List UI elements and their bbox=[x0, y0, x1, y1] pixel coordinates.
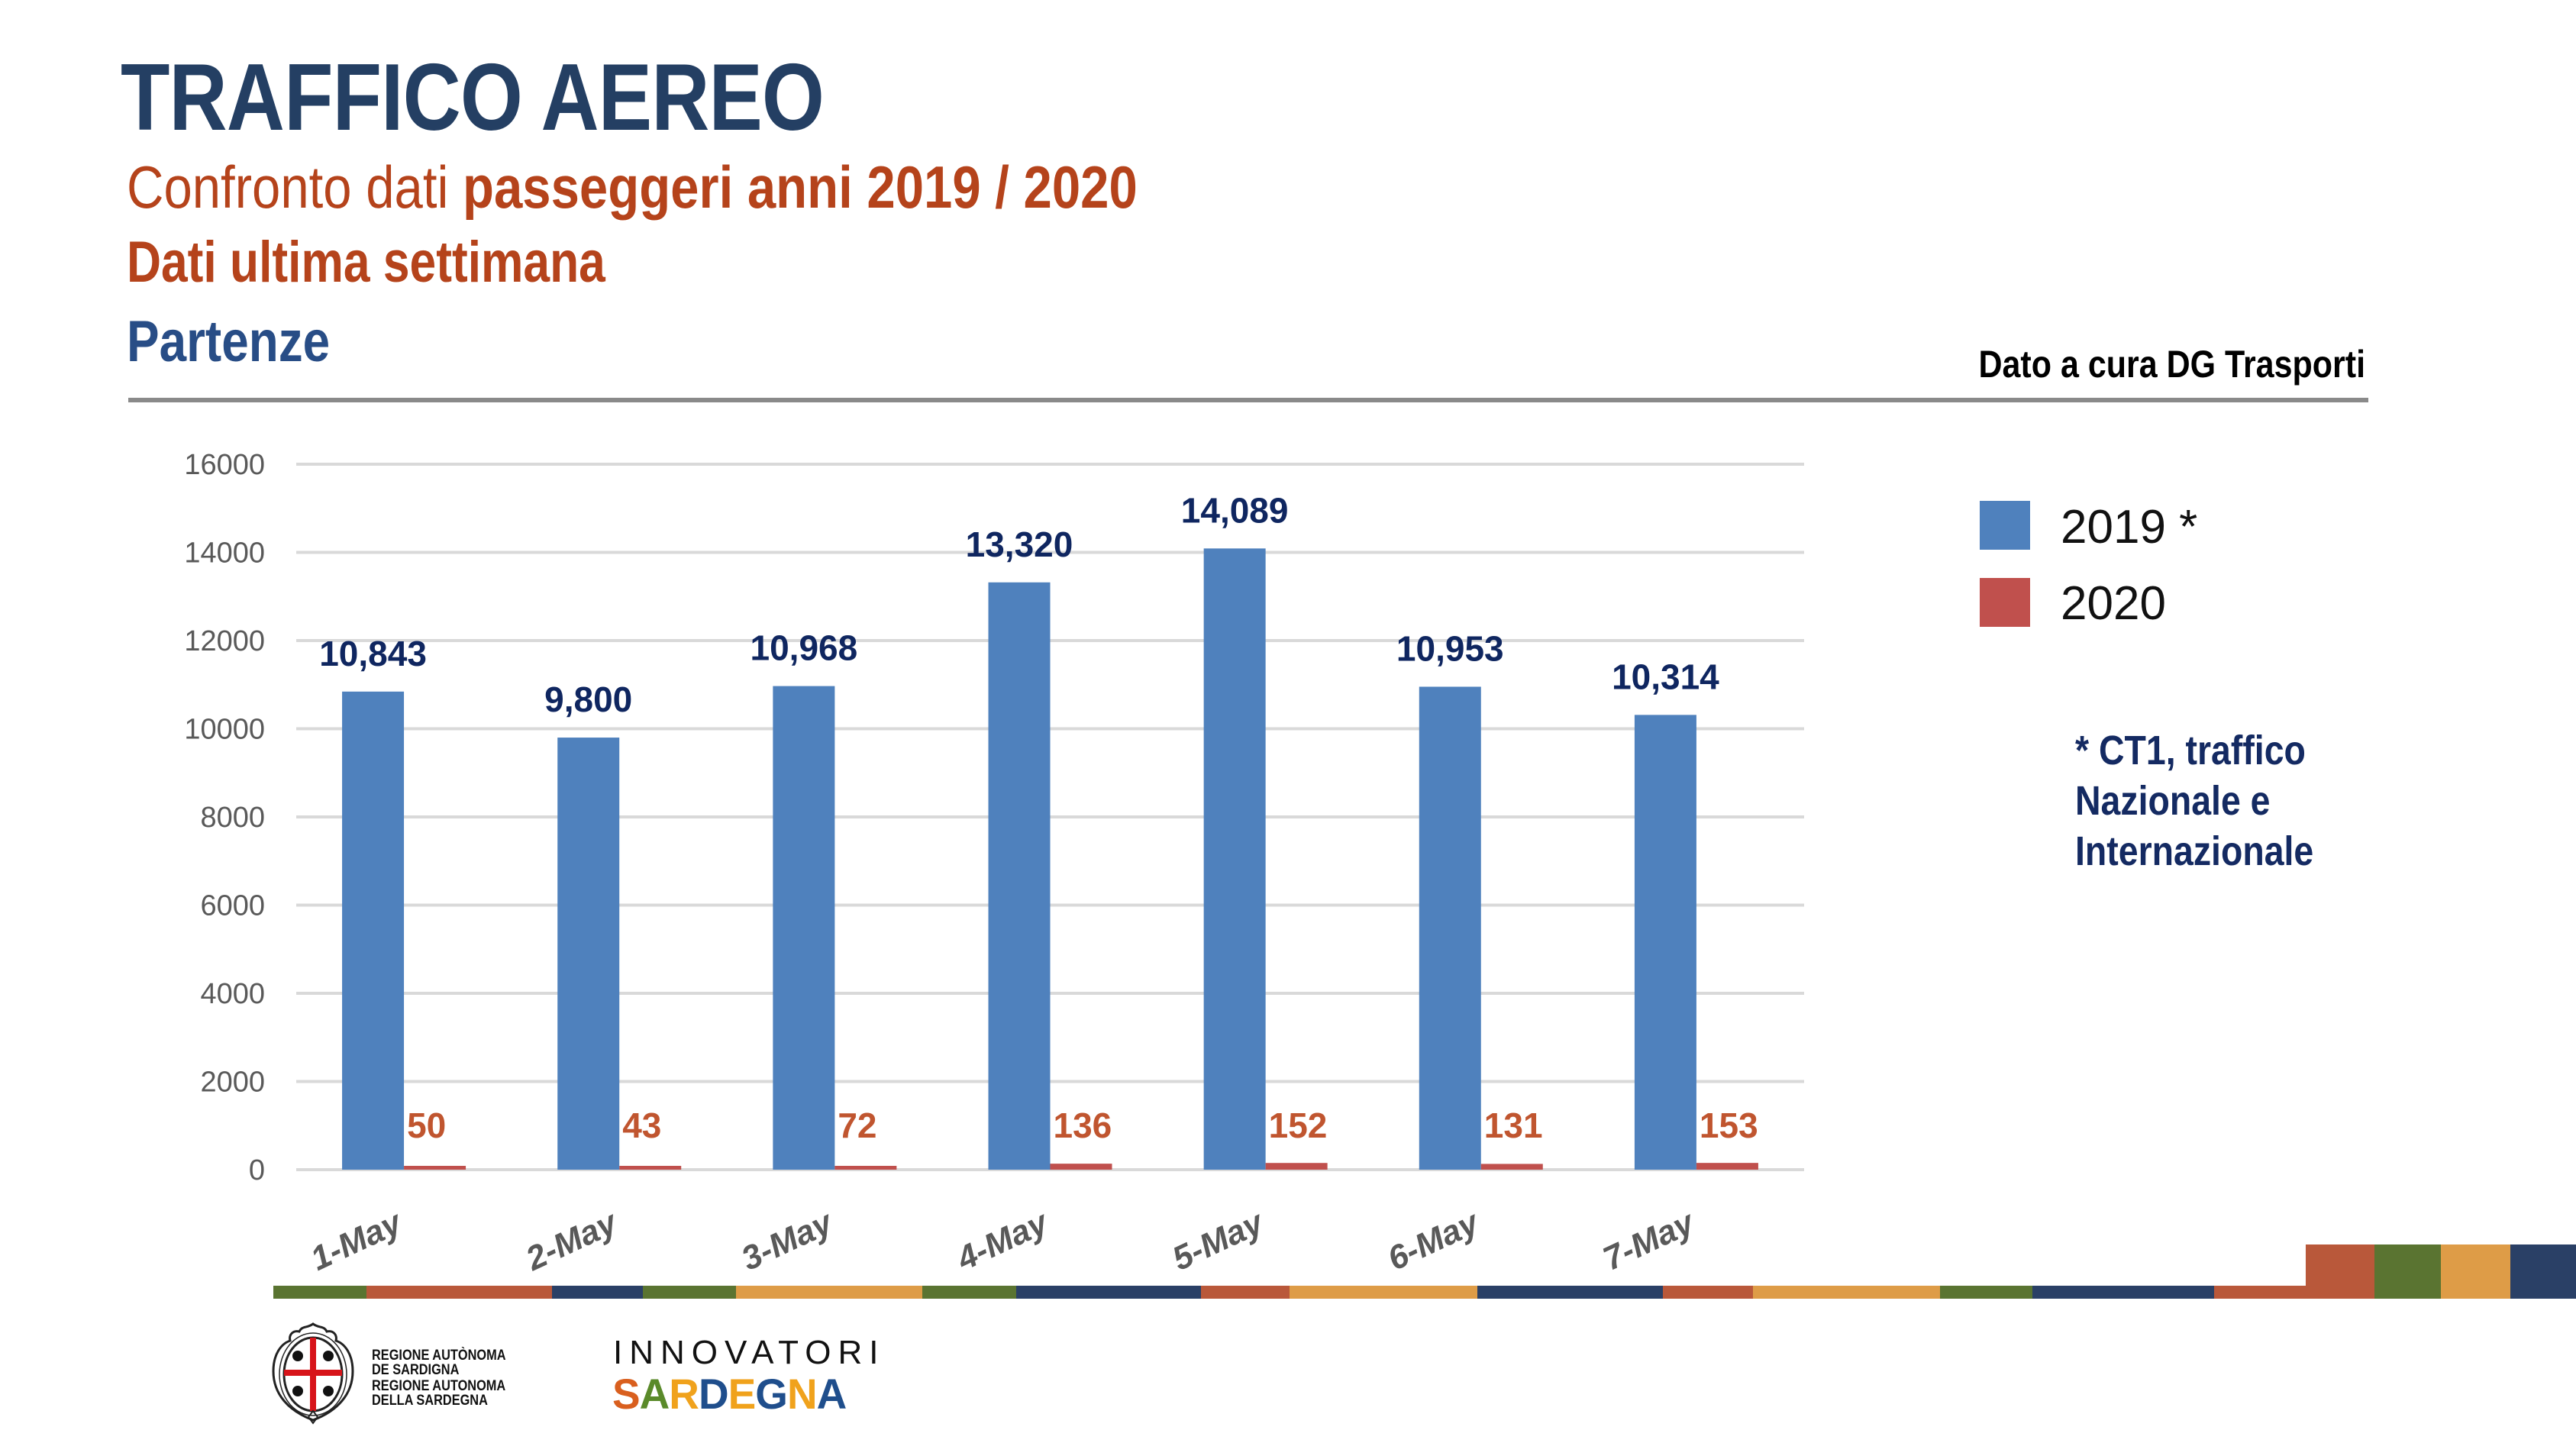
strip-segment bbox=[736, 1286, 922, 1299]
strip-segment bbox=[1201, 1286, 1290, 1299]
bar-2019 bbox=[988, 582, 1051, 1170]
sardegna-letter: G bbox=[755, 1370, 788, 1418]
legend-label-2020: 2020 bbox=[2061, 577, 2166, 630]
bar-2020 bbox=[1265, 1163, 1328, 1170]
innovatori-logo-text: INNOVATORI bbox=[613, 1334, 886, 1371]
y-tick-label: 16000 bbox=[184, 449, 265, 481]
y-axis-ticks: 0 2000 4000 6000 8000 10000 12000 14000 16000 bbox=[184, 449, 265, 1186]
sardegna-letter: A bbox=[816, 1370, 847, 1418]
strip-segment bbox=[552, 1286, 643, 1299]
bar-2020 bbox=[404, 1166, 466, 1170]
data-label-2019: 14,089 bbox=[1181, 490, 1289, 530]
strip-segment bbox=[922, 1286, 1016, 1299]
subtitle: Confronto dati passeggeri anni 2019 / 20… bbox=[127, 157, 1138, 217]
bar-2019 bbox=[557, 738, 620, 1170]
strip-block bbox=[2306, 1244, 2374, 1299]
bar-2019 bbox=[1419, 686, 1481, 1170]
strip-segment bbox=[1290, 1286, 1477, 1299]
data-label-2020: 152 bbox=[1269, 1106, 1328, 1145]
data-label-2019: 10,968 bbox=[751, 628, 858, 668]
x-tick-label: 1-May bbox=[305, 1203, 409, 1278]
y-tick-label: 14000 bbox=[184, 537, 265, 570]
strip-segment bbox=[366, 1286, 552, 1299]
data-label-2020: 43 bbox=[622, 1106, 661, 1145]
data-label-2019: 10,843 bbox=[319, 634, 427, 673]
strip-block bbox=[2510, 1244, 2576, 1299]
strip-segment bbox=[1016, 1286, 1201, 1299]
x-tick-label: 4-May bbox=[951, 1203, 1055, 1279]
bar-2020 bbox=[1480, 1164, 1543, 1170]
x-tick-label: 7-May bbox=[1597, 1203, 1701, 1278]
strip-block bbox=[2374, 1244, 2441, 1299]
period-heading: Dati ultima settimana bbox=[127, 230, 605, 295]
bars bbox=[342, 548, 1758, 1170]
region-name-line: REGIONE AUTONOMA bbox=[372, 1378, 506, 1394]
strip-segment bbox=[1663, 1286, 1753, 1299]
bar-2019 bbox=[342, 691, 405, 1170]
strip-segment bbox=[2214, 1286, 2307, 1299]
header-divider bbox=[128, 398, 2368, 402]
strip-segment bbox=[643, 1286, 736, 1299]
sardegna-letter: A bbox=[639, 1370, 670, 1418]
data-label-2020: 153 bbox=[1700, 1106, 1758, 1145]
data-label-2020: 131 bbox=[1484, 1106, 1543, 1145]
x-axis-ticks: 1-May 2-May 3-May 4-May 5-May 6-May 7-May bbox=[305, 1203, 1702, 1279]
data-labels: 10,843 50 9,800 43 10,968 72 13,320 136 14,089 15… bbox=[319, 490, 1758, 1145]
data-label-2019: 13,320 bbox=[966, 525, 1073, 564]
sardegna-letter: S bbox=[612, 1370, 641, 1418]
x-tick-label: 5-May bbox=[1167, 1203, 1270, 1278]
strip-block bbox=[2441, 1244, 2510, 1299]
region-name-line: REGIONE AUTÒNOMA bbox=[372, 1348, 506, 1364]
subtitle-bold: passeggeri anni 2019 / 2020 bbox=[463, 153, 1138, 221]
data-credit: Dato a cura DG Trasporti bbox=[1978, 343, 2365, 386]
sardinia-coat-of-arms-logo bbox=[272, 1322, 354, 1425]
bar-2020 bbox=[1696, 1163, 1758, 1170]
strip-segment bbox=[1477, 1286, 1663, 1299]
data-label-2020: 136 bbox=[1054, 1106, 1112, 1145]
subtitle-regular: Confronto dati bbox=[127, 153, 463, 221]
bar-2020 bbox=[619, 1166, 682, 1170]
region-name-line: DELLA SARDEGNA bbox=[372, 1393, 488, 1409]
sardegna-letter: E bbox=[728, 1370, 757, 1418]
data-label-2019: 10,953 bbox=[1396, 628, 1504, 668]
page-title: TRAFFICO AEREO bbox=[121, 45, 825, 150]
bar-2019 bbox=[1634, 715, 1696, 1170]
x-tick-label: 3-May bbox=[736, 1203, 840, 1278]
y-tick-label: 12000 bbox=[184, 625, 265, 657]
bar-2020 bbox=[1050, 1164, 1112, 1170]
sardegna-letter: D bbox=[698, 1370, 729, 1418]
strip-segment bbox=[2032, 1286, 2214, 1299]
bar-2019 bbox=[773, 686, 835, 1170]
y-tick-label: 8000 bbox=[200, 802, 265, 834]
sardegna-letter: N bbox=[786, 1370, 818, 1418]
section-heading: Partenze bbox=[127, 309, 331, 374]
strip-segment bbox=[1940, 1286, 2032, 1299]
bar-2019 bbox=[1203, 548, 1266, 1170]
strip-segment bbox=[1753, 1286, 1940, 1299]
bar-2020 bbox=[834, 1166, 897, 1170]
legend-swatch-2020 bbox=[1980, 578, 2030, 627]
x-tick-label: 6-May bbox=[1382, 1203, 1486, 1278]
legend-label-2019: 2019 * bbox=[2061, 501, 2198, 554]
y-tick-label: 10000 bbox=[184, 714, 265, 746]
data-label-2020: 50 bbox=[407, 1106, 446, 1145]
footnote-line: * CT1, traffico bbox=[2075, 728, 2306, 773]
x-tick-label: 2-May bbox=[520, 1203, 625, 1279]
footnote: * CT1, traffico Nazionale e Internaziona… bbox=[2075, 725, 2313, 876]
legend-swatch-2019 bbox=[1980, 501, 2030, 550]
strip-segment bbox=[273, 1286, 366, 1299]
sardegna-logo-text: SARDEGNA bbox=[612, 1370, 847, 1418]
region-name-line: DE SARDIGNA bbox=[372, 1362, 460, 1378]
data-label-2020: 72 bbox=[838, 1106, 876, 1145]
y-tick-label: 6000 bbox=[200, 890, 265, 922]
y-tick-label: 0 bbox=[249, 1154, 265, 1186]
y-tick-label: 4000 bbox=[200, 978, 265, 1010]
data-label-2019: 9,800 bbox=[544, 680, 632, 719]
footnote-line: Internazionale bbox=[2075, 828, 2314, 874]
data-label-2019: 10,314 bbox=[1612, 657, 1719, 696]
y-tick-label: 2000 bbox=[200, 1067, 265, 1099]
footnote-line: Nazionale e bbox=[2075, 778, 2271, 824]
sardegna-letter: R bbox=[669, 1370, 699, 1418]
